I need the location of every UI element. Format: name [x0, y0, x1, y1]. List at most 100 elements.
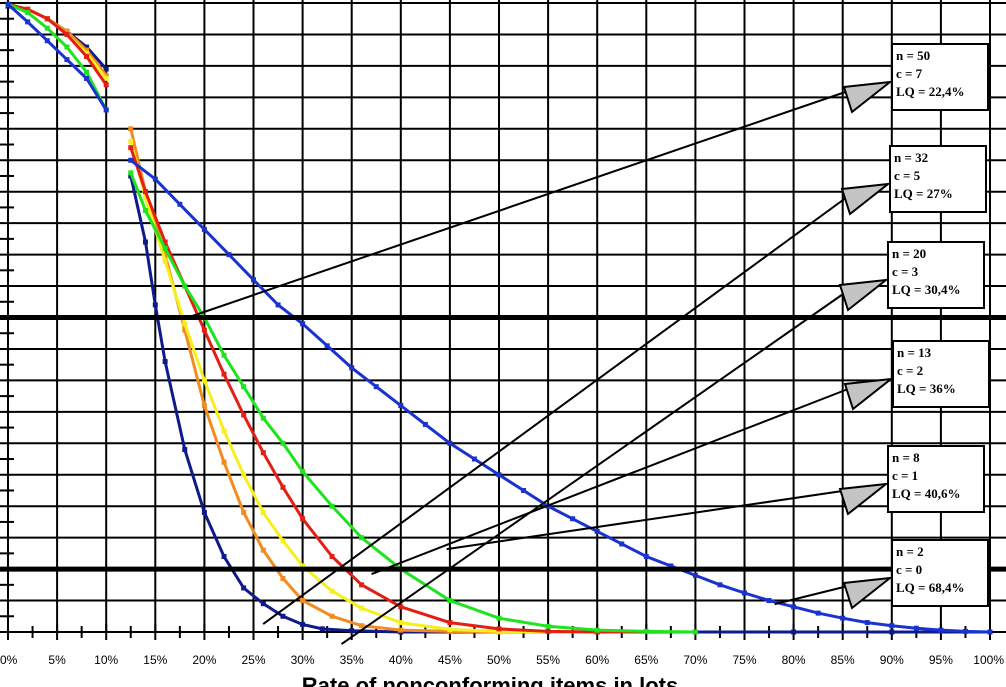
- data-point: [128, 138, 134, 144]
- data-point: [791, 604, 797, 610]
- data-point: [447, 440, 453, 446]
- x-tick-label: 60%: [585, 653, 609, 667]
- annotation-arrow-line: [446, 488, 857, 551]
- annotation-boxes: n = 50 c = 7 LQ = 22,4% n = 32 c = 5 LQ = 27%…: [887, 43, 990, 607]
- data-point: [84, 50, 90, 56]
- data-point: [987, 629, 993, 635]
- annotation-box-text: LQ = 30,4%: [892, 282, 960, 297]
- data-point: [398, 620, 404, 626]
- data-point: [496, 615, 502, 621]
- data-point: [162, 252, 168, 258]
- data-point: [84, 47, 90, 53]
- data-point: [221, 459, 227, 465]
- annotation-arrow-line: [371, 383, 862, 576]
- annotation-box-frame: [887, 445, 985, 513]
- data-point: [64, 44, 70, 50]
- data-point: [324, 343, 330, 349]
- x-tick-label: 75%: [732, 653, 756, 667]
- data-point: [128, 170, 134, 176]
- annotation-arrow-line: [262, 188, 859, 625]
- data-point: [643, 554, 649, 560]
- data-point: [182, 447, 188, 453]
- data-point: [182, 327, 188, 333]
- annotation-box-text: c = 2: [897, 363, 923, 378]
- annotation-box-frame: [891, 43, 989, 111]
- data-point: [398, 403, 404, 409]
- data-point: [280, 613, 286, 619]
- annotation-box-text: n = 8: [892, 450, 920, 465]
- x-tick-label: 0%: [0, 653, 18, 667]
- data-point: [103, 72, 109, 78]
- data-point: [162, 239, 168, 245]
- series-line: [7, 2, 108, 111]
- data-point: [496, 626, 502, 632]
- data-point: [594, 627, 600, 633]
- data-point: [241, 509, 247, 515]
- data-point: [913, 625, 919, 631]
- data-point: [692, 572, 698, 578]
- data-point: [25, 6, 31, 12]
- data-point: [241, 585, 247, 591]
- data-point: [962, 628, 968, 634]
- data-point: [280, 576, 286, 582]
- data-point: [692, 629, 698, 635]
- annotation-box-2: n = 32 c = 5 LQ = 27%: [889, 145, 987, 213]
- x-tick-label: 10%: [94, 653, 118, 667]
- x-tick-label: 90%: [880, 653, 904, 667]
- annotation-arrowhead: [842, 576, 894, 610]
- data-point: [64, 28, 70, 34]
- data-point: [201, 509, 207, 515]
- data-point: [349, 628, 355, 634]
- data-point: [201, 377, 207, 383]
- data-point: [260, 601, 266, 607]
- data-point: [201, 327, 207, 333]
- data-point: [300, 563, 306, 569]
- annotation-arrowhead: [840, 182, 892, 216]
- annotation-box-text: n = 2: [896, 544, 924, 559]
- x-tick-label: 5%: [48, 653, 66, 667]
- x-tick-label: 20%: [192, 653, 216, 667]
- annotation-box-text: c = 3: [892, 264, 919, 279]
- data-point: [373, 384, 379, 390]
- data-point: [300, 621, 306, 627]
- data-point: [329, 503, 335, 509]
- data-point: [241, 412, 247, 418]
- axes: [0, 17, 1006, 640]
- data-point: [25, 19, 31, 25]
- data-point: [717, 582, 723, 588]
- data-point: [241, 384, 247, 390]
- x-axis-label: Rate of nonconforming items in lots: [302, 673, 678, 687]
- data-point: [142, 189, 148, 195]
- annotation-box-text: c = 5: [894, 168, 921, 183]
- data-point: [349, 365, 355, 371]
- data-point: [840, 615, 846, 621]
- series-line: [129, 147, 696, 634]
- annotation-box-6: n = 2 c = 0 LQ = 68,4%: [891, 539, 989, 607]
- x-tick-label: 80%: [782, 653, 806, 667]
- data-point: [221, 371, 227, 377]
- annotation-arrow-line: [340, 284, 857, 645]
- data-point: [128, 157, 134, 163]
- data-point: [128, 145, 134, 151]
- series-line: [129, 159, 991, 634]
- data-point: [329, 554, 335, 560]
- data-point: [398, 604, 404, 610]
- data-point: [329, 613, 335, 619]
- data-point: [300, 598, 306, 604]
- data-point: [398, 627, 404, 633]
- data-point: [152, 176, 158, 182]
- annotation-box-text: c = 7: [896, 66, 923, 81]
- data-point: [142, 195, 148, 201]
- x-tick-label: 95%: [929, 653, 953, 667]
- x-tick-label: 15%: [143, 653, 167, 667]
- annotation-box-text: n = 20: [892, 246, 926, 261]
- data-point: [359, 582, 365, 588]
- series-6: [5, 1, 993, 635]
- data-point: [496, 628, 502, 634]
- annotation-box-text: LQ = 27%: [894, 186, 953, 201]
- data-point: [260, 450, 266, 456]
- annotation-arrowhead: [838, 482, 890, 516]
- x-tick-label: 100%: [973, 653, 1004, 667]
- series-line: [129, 175, 990, 634]
- data-point: [545, 628, 551, 634]
